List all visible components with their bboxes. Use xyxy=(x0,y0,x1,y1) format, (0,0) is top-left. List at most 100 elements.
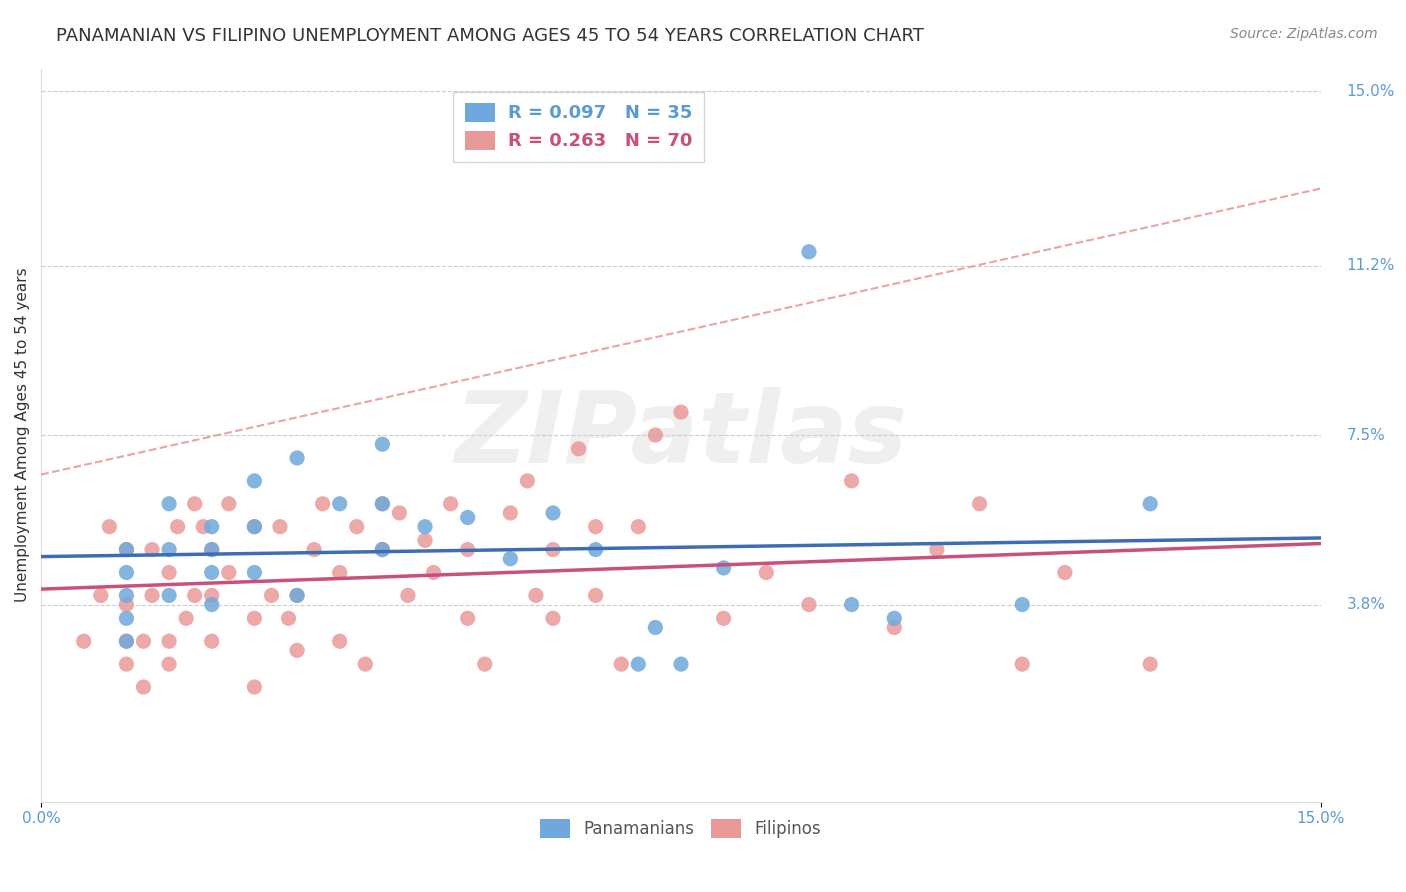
Point xyxy=(141,542,163,557)
Point xyxy=(1139,497,1161,511)
Point xyxy=(755,566,778,580)
Point xyxy=(457,510,479,524)
Point xyxy=(568,442,591,456)
Point xyxy=(115,611,138,625)
Point xyxy=(285,450,308,465)
Point xyxy=(285,588,308,602)
Point xyxy=(115,542,138,557)
Point xyxy=(285,588,308,602)
Point xyxy=(396,588,419,602)
Point xyxy=(541,611,564,625)
Point xyxy=(413,519,436,533)
Point xyxy=(516,474,538,488)
Point xyxy=(98,519,121,533)
Point xyxy=(413,533,436,548)
Point xyxy=(1011,598,1033,612)
Point xyxy=(157,657,180,672)
Legend: Panamanians, Filipinos: Panamanians, Filipinos xyxy=(534,812,828,845)
Point xyxy=(354,657,377,672)
Point xyxy=(243,611,266,625)
Point xyxy=(797,598,820,612)
Point xyxy=(218,566,240,580)
Point xyxy=(371,497,394,511)
Text: Source: ZipAtlas.com: Source: ZipAtlas.com xyxy=(1230,27,1378,41)
Point xyxy=(346,519,368,533)
Point xyxy=(329,497,352,511)
Point xyxy=(174,611,197,625)
Point xyxy=(218,497,240,511)
Point xyxy=(183,497,205,511)
Point xyxy=(132,680,155,694)
Point xyxy=(457,542,479,557)
Point xyxy=(157,588,180,602)
Point xyxy=(499,506,522,520)
Text: 11.2%: 11.2% xyxy=(1347,258,1395,273)
Point xyxy=(73,634,96,648)
Point xyxy=(644,428,666,442)
Point xyxy=(499,551,522,566)
Point xyxy=(115,566,138,580)
Point xyxy=(627,657,650,672)
Point xyxy=(457,611,479,625)
Point xyxy=(243,566,266,580)
Point xyxy=(610,657,633,672)
Point xyxy=(669,405,692,419)
Point xyxy=(201,588,224,602)
Point xyxy=(541,542,564,557)
Y-axis label: Unemployment Among Ages 45 to 54 years: Unemployment Among Ages 45 to 54 years xyxy=(15,268,30,602)
Point xyxy=(243,474,266,488)
Text: 7.5%: 7.5% xyxy=(1347,427,1385,442)
Point xyxy=(841,598,863,612)
Point xyxy=(193,519,215,533)
Point xyxy=(585,519,607,533)
Point xyxy=(311,497,333,511)
Point xyxy=(713,611,735,625)
Point xyxy=(166,519,188,533)
Point xyxy=(883,620,905,634)
Point xyxy=(474,657,496,672)
Point xyxy=(115,657,138,672)
Point xyxy=(644,620,666,634)
Point xyxy=(371,542,394,557)
Point xyxy=(1011,657,1033,672)
Point xyxy=(132,634,155,648)
Point xyxy=(201,542,224,557)
Point xyxy=(371,437,394,451)
Text: ZIPatlas: ZIPatlas xyxy=(454,386,907,483)
Point xyxy=(157,542,180,557)
Point xyxy=(1139,657,1161,672)
Point xyxy=(841,474,863,488)
Point xyxy=(115,634,138,648)
Point xyxy=(201,634,224,648)
Point xyxy=(669,657,692,672)
Text: PANAMANIAN VS FILIPINO UNEMPLOYMENT AMONG AGES 45 TO 54 YEARS CORRELATION CHART: PANAMANIAN VS FILIPINO UNEMPLOYMENT AMON… xyxy=(56,27,924,45)
Point xyxy=(260,588,283,602)
Point xyxy=(157,634,180,648)
Point xyxy=(302,542,325,557)
Point xyxy=(115,598,138,612)
Point xyxy=(329,634,352,648)
Point xyxy=(585,588,607,602)
Point xyxy=(201,519,224,533)
Point xyxy=(439,497,461,511)
Point xyxy=(883,611,905,625)
Point xyxy=(243,519,266,533)
Point xyxy=(183,588,205,602)
Point xyxy=(285,643,308,657)
Point xyxy=(713,561,735,575)
Point xyxy=(201,598,224,612)
Point xyxy=(201,566,224,580)
Point xyxy=(269,519,291,533)
Point xyxy=(371,542,394,557)
Point xyxy=(157,497,180,511)
Point xyxy=(157,566,180,580)
Point xyxy=(541,506,564,520)
Point xyxy=(1053,566,1076,580)
Point xyxy=(371,497,394,511)
Point xyxy=(243,519,266,533)
Point xyxy=(524,588,547,602)
Point xyxy=(115,588,138,602)
Point xyxy=(243,680,266,694)
Point xyxy=(201,542,224,557)
Point xyxy=(115,542,138,557)
